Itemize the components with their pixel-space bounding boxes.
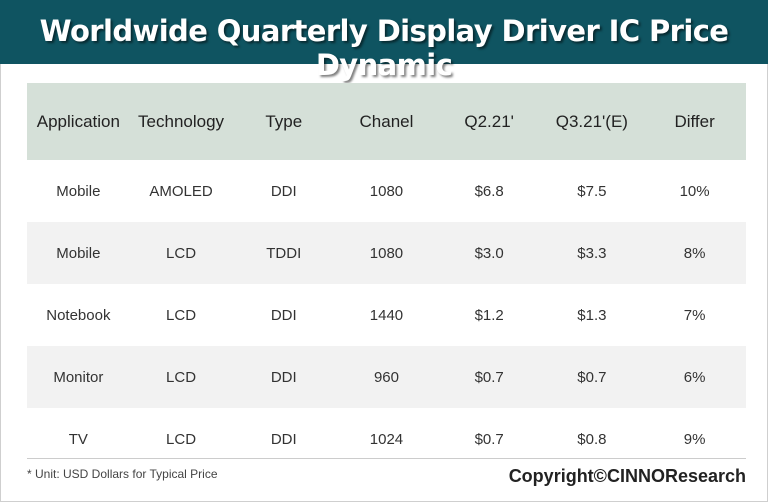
title-bar — [0, 0, 768, 64]
column-header: Type — [232, 83, 336, 160]
table-cell: 1080 — [335, 222, 438, 284]
table-cell: 10% — [679, 182, 710, 200]
table-cell: TV — [68, 430, 88, 448]
table-cell: DDI — [232, 346, 336, 408]
table-cell: DDI — [270, 182, 297, 200]
table-cell: $7.5 — [577, 182, 607, 200]
table-cell: Mobile — [56, 182, 101, 200]
table-cell: $0.8 — [577, 430, 607, 448]
table-cell: 8% — [643, 222, 746, 284]
table-cell: LCD — [129, 222, 233, 284]
column-header: Differ — [643, 83, 746, 160]
table-cell: LCD — [166, 306, 197, 324]
unit-footnote: * Unit: USD Dollars for Typical Price — [27, 467, 218, 481]
table-row: Mobile AMOLED DDI 1080 $6.8 $7.5 10% — [27, 160, 746, 222]
table-cell: DDI — [270, 306, 297, 324]
table-row: TV LCD DDI 1024 $0.7 $0.8 9% — [27, 408, 746, 470]
table-cell: Notebook — [46, 306, 111, 324]
table-cell: 6% — [643, 346, 746, 408]
table-row: Mobile LCD TDDI 1080 $3.0 $3.3 8% — [27, 222, 746, 284]
table-cell: AMOLED — [149, 182, 213, 200]
table-cell: LCD — [166, 430, 197, 448]
table-row: Monitor LCD DDI 960 $0.7 $0.7 6% — [27, 346, 746, 408]
column-header: Application — [27, 83, 130, 160]
table-cell: Monitor — [27, 346, 130, 408]
table-cell: $3.3 — [540, 222, 644, 284]
column-header: Chanel — [335, 83, 438, 160]
table-cell: Mobile — [27, 222, 130, 284]
chart-title: Worldwide Quarterly Display Driver IC Pr… — [39, 14, 729, 82]
column-header: Technology — [129, 83, 233, 160]
column-header: Q2.21' — [437, 83, 541, 160]
table-cell: TDDI — [232, 222, 336, 284]
table-cell: $0.7 — [474, 430, 504, 448]
divider — [27, 458, 746, 459]
table-cell: LCD — [129, 346, 233, 408]
table-cell: $3.0 — [437, 222, 541, 284]
table-cell: 7% — [683, 306, 706, 324]
price-table: Application Technology Type Chanel Q2.21' Q3.… — [27, 83, 746, 470]
table-cell: $0.7 — [437, 346, 541, 408]
table-cell: $1.3 — [577, 306, 607, 324]
table-cell: $1.2 — [474, 306, 504, 324]
table-cell: DDI — [270, 430, 297, 448]
table-cell: 1024 — [369, 430, 404, 448]
table-cell: 1440 — [369, 306, 404, 324]
table-cell: 9% — [683, 430, 706, 448]
header-row: Application Technology Type Chanel Q2.21' Q3.… — [27, 83, 746, 160]
table-cell: $0.7 — [540, 346, 644, 408]
table-cell: 960 — [335, 346, 438, 408]
table-cell: 1080 — [369, 182, 404, 200]
column-header: Q3.21'(E) — [540, 83, 644, 160]
table-cell: $6.8 — [474, 182, 504, 200]
copyright: Copyright©CINNOResearch — [508, 466, 746, 486]
table-row: Notebook LCD DDI 1440 $1.2 $1.3 7% — [27, 284, 746, 346]
